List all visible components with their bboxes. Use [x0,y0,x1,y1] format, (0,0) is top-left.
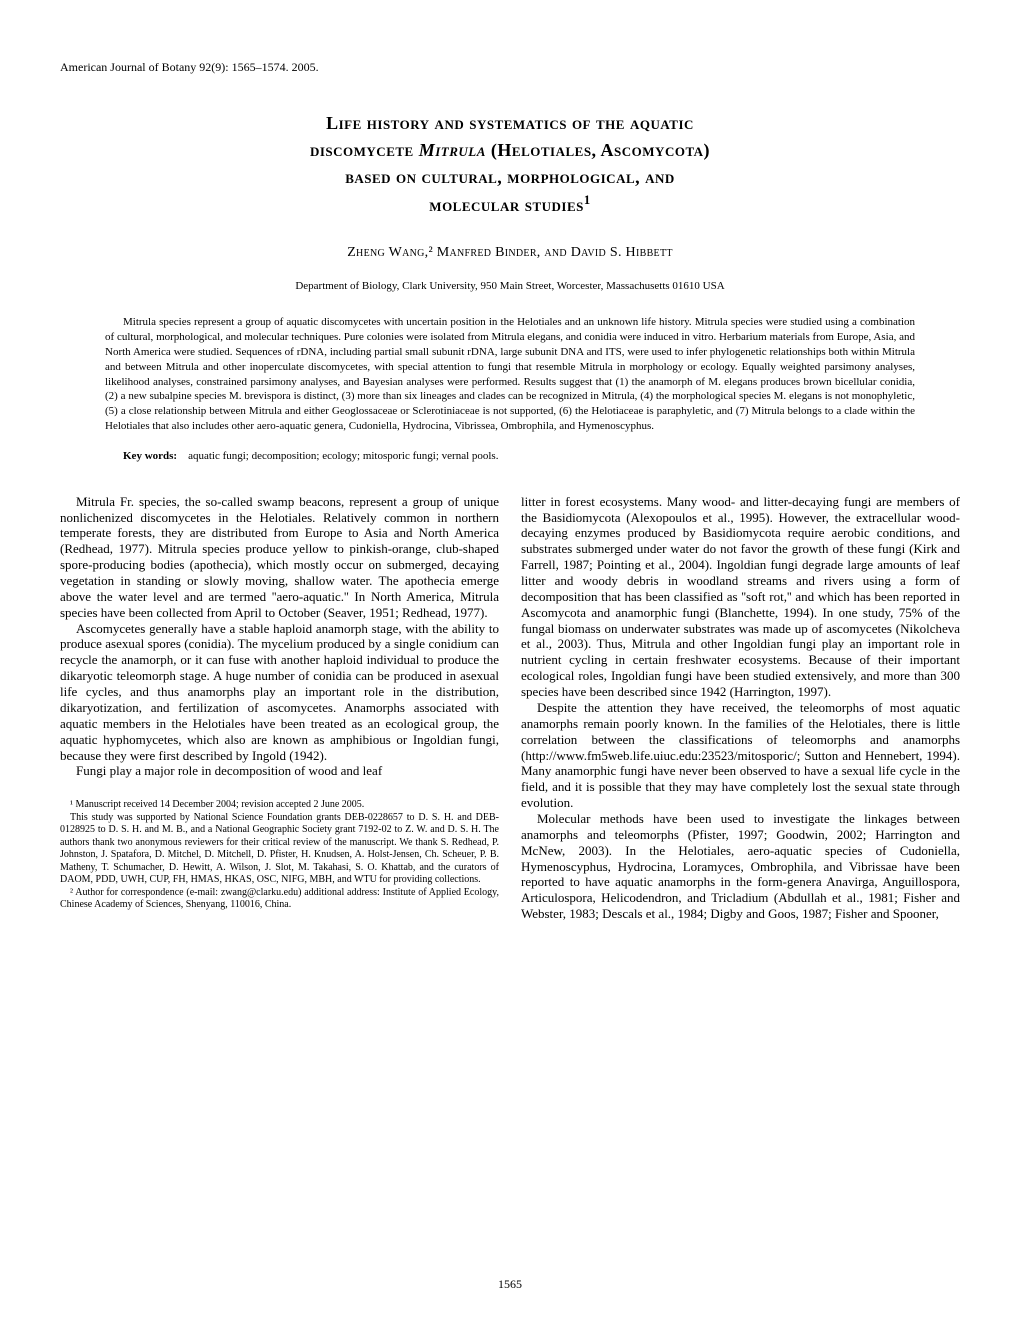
keywords-text: aquatic fungi; decomposition; ecology; m… [188,450,498,462]
keywords: Key words: aquatic fungi; decomposition;… [105,450,915,464]
abstract-text: Mitrula species represent a group of aqu… [105,316,915,432]
affiliation: Department of Biology, Clark University,… [60,280,960,294]
article-title: Life history and systematics of the aqua… [60,110,960,219]
title-footnote-marker: 1 [584,193,591,207]
body-p3: Fungi play a major role in decomposition… [60,763,499,779]
left-column: Mitrula Fr. species, the so-called swamp… [60,494,499,922]
journal-header: American Journal of Botany 92(9): 1565–1… [60,60,960,75]
authors: Zheng Wang,² Manfred Binder, and David S… [60,244,960,262]
footnote-3: ² Author for correspondence (e-mail: zwa… [60,887,499,912]
title-line-4: molecular studies1 [60,191,960,219]
body-r2: Despite the attention they have received… [521,700,960,811]
abstract: Mitrula species represent a group of aqu… [105,315,915,434]
title-line-1: Life history and systematics of the aqua… [60,110,960,137]
body-p1: Mitrula Fr. species, the so-called swamp… [60,494,499,621]
body-r1: litter in forest ecosystems. Many wood- … [521,494,960,700]
keywords-label: Key words: [123,450,177,462]
title-line-2: discomycete Mitrula (Helotiales, Ascomyc… [60,137,960,164]
body-columns: Mitrula Fr. species, the so-called swamp… [60,494,960,922]
footnotes: ¹ Manuscript received 14 December 2004; … [60,793,499,912]
body-r3: Molecular methods have been used to inve… [521,811,960,922]
title-line-3: based on cultural, morphological, and [60,164,960,191]
footnote-1: ¹ Manuscript received 14 December 2004; … [60,799,499,812]
title-pre: discomycete [310,140,419,160]
title-genus: Mitrula [419,140,486,160]
title-end: molecular studies [429,195,584,215]
right-column: litter in forest ecosystems. Many wood- … [521,494,960,922]
page-number: 1565 [0,1277,1020,1292]
body-p2: Ascomycetes generally have a stable hapl… [60,621,499,764]
title-post: (Helotiales, Ascomycota) [486,140,710,160]
footnote-2: This study was supported by National Sci… [60,812,499,887]
